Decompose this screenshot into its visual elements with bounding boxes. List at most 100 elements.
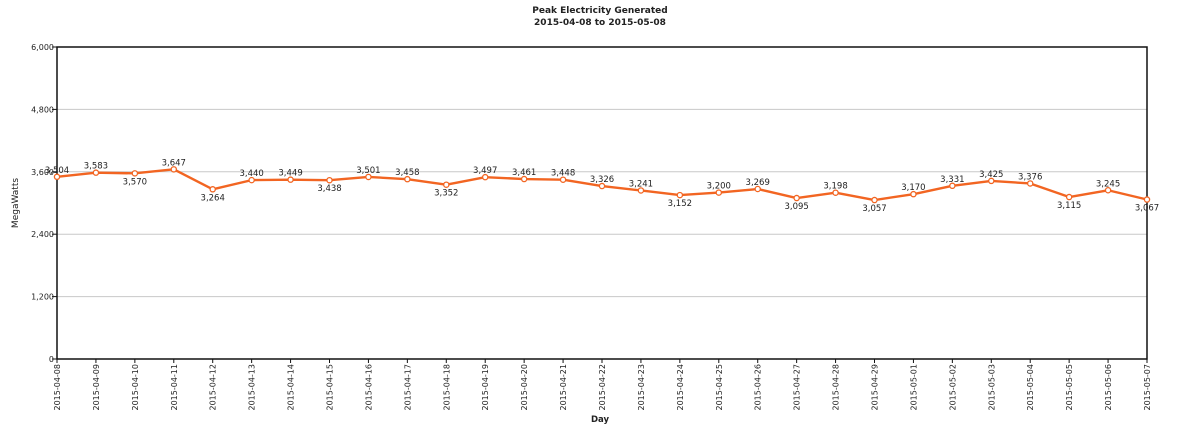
x-tick-label: 2015-04-15	[326, 364, 335, 411]
y-tick-label: 4,800	[31, 105, 54, 114]
data-label: 3,115	[1057, 201, 1081, 211]
x-axis: 2015-04-08 2015-04-09 2015-04-10 2015-04-11…	[53, 359, 1152, 411]
y-tick-label: 1,200	[31, 293, 54, 302]
x-tick-label: 2015-04-16	[364, 364, 373, 411]
data-label: 3,152	[668, 199, 692, 209]
x-tick-label: 2015-04-29	[871, 364, 880, 411]
x-tick-label: 2015-04-11	[170, 364, 179, 411]
data-point	[404, 175, 411, 183]
y-tick-label: 0	[49, 355, 54, 364]
data-label: 3,170	[901, 183, 925, 193]
gridlines	[57, 108, 1147, 298]
data-point	[53, 173, 61, 181]
data-point	[520, 175, 528, 183]
series-line	[53, 166, 1151, 204]
data-label: 3,497	[473, 166, 497, 176]
x-tick-label: 2015-04-20	[520, 364, 529, 411]
data-label: 3,200	[707, 182, 731, 192]
data-point	[248, 176, 255, 184]
data-point	[443, 181, 450, 188]
x-tick-label: 2015-04-24	[676, 364, 685, 411]
data-point	[170, 166, 178, 173]
data-point	[1104, 187, 1112, 194]
data-label: 3,501	[356, 166, 380, 176]
x-tick-label: 2015-04-12	[209, 364, 218, 411]
x-tick-label: 2015-04-28	[832, 364, 841, 411]
data-point	[481, 173, 489, 181]
data-point	[365, 173, 372, 181]
x-tick-label: 2015-05-01	[909, 364, 918, 411]
x-tick-label: 2015-04-18	[442, 364, 451, 411]
data-label: 3,057	[862, 204, 886, 214]
data-label: 3,067	[1135, 204, 1159, 214]
x-tick-label: 2015-04-14	[287, 364, 296, 411]
x-tick-label: 2015-05-05	[1065, 364, 1074, 411]
data-point	[1026, 180, 1034, 187]
data-point	[676, 191, 684, 199]
data-point	[949, 182, 956, 190]
x-tick-label: 2015-04-23	[637, 364, 646, 411]
data-point	[92, 169, 100, 176]
data-point	[988, 177, 995, 185]
data-point	[754, 185, 761, 193]
y-tick-label: 3,600	[31, 168, 54, 177]
data-label: 3,438	[317, 184, 341, 194]
y-tick-label: 2,400	[31, 230, 54, 239]
data-labels: 3,504 3,583 3,570 3,647 3,264 3,440 3,449 3,438…	[45, 158, 1159, 214]
data-label: 3,331	[940, 175, 964, 185]
x-tick-label: 2015-04-21	[559, 364, 568, 411]
x-tick-label: 2015-04-22	[598, 364, 607, 411]
y-axis-title: MegaWatts	[11, 178, 21, 228]
data-point	[832, 189, 839, 196]
x-tick-label: 2015-04-25	[715, 364, 724, 411]
data-label: 3,458	[395, 168, 419, 178]
x-tick-label: 2015-05-04	[1026, 364, 1035, 411]
data-point	[910, 190, 917, 198]
data-point	[598, 182, 606, 190]
x-tick-label: 2015-04-10	[131, 364, 140, 411]
data-label: 3,269	[746, 178, 770, 188]
data-label: 3,245	[1096, 179, 1120, 189]
data-label: 3,264	[201, 193, 225, 203]
data-label: 3,448	[551, 169, 575, 179]
data-point	[871, 196, 878, 204]
x-tick-label: 2015-04-26	[754, 364, 763, 411]
y-axis: 0 1,200 2,400 3,600 4,800 6,000	[31, 43, 57, 364]
data-point	[131, 170, 139, 177]
data-point	[209, 186, 216, 193]
data-label: 3,198	[823, 182, 847, 192]
data-point	[793, 194, 800, 202]
data-point	[287, 176, 294, 183]
data-label: 3,326	[590, 175, 614, 185]
y-tick-label: 6,000	[31, 43, 54, 52]
data-point	[1143, 196, 1151, 203]
data-label: 3,504	[45, 166, 69, 176]
x-tick-label: 2015-05-03	[987, 364, 996, 411]
data-label: 3,570	[123, 177, 147, 187]
data-label: 3,352	[434, 189, 458, 199]
chart-title: Peak Electricity Generated	[532, 6, 668, 16]
data-point	[637, 187, 645, 194]
x-tick-label: 2015-05-06	[1104, 364, 1113, 411]
data-label: 3,376	[1018, 172, 1042, 182]
data-label: 3,583	[84, 162, 108, 172]
data-label: 3,241	[629, 179, 653, 189]
data-label: 3,440	[239, 169, 263, 179]
x-axis-title: Day	[591, 415, 610, 425]
x-tick-label: 2015-04-19	[481, 364, 490, 411]
data-point	[326, 176, 333, 184]
data-label: 3,647	[162, 158, 186, 168]
data-point	[1065, 193, 1073, 201]
chart-subtitle: 2015-04-08 to 2015-05-08	[534, 18, 666, 28]
x-tick-label: 2015-04-08	[53, 364, 62, 411]
data-point	[715, 189, 723, 196]
data-label: 3,449	[278, 169, 302, 179]
data-label: 3,095	[784, 202, 808, 212]
x-tick-label: 2015-04-17	[403, 364, 412, 411]
x-tick-label: 2015-05-02	[948, 364, 957, 411]
data-label: 3,461	[512, 168, 536, 178]
data-point	[559, 176, 567, 183]
data-label: 3,425	[979, 170, 1003, 180]
x-tick-label: 2015-04-09	[92, 364, 101, 411]
